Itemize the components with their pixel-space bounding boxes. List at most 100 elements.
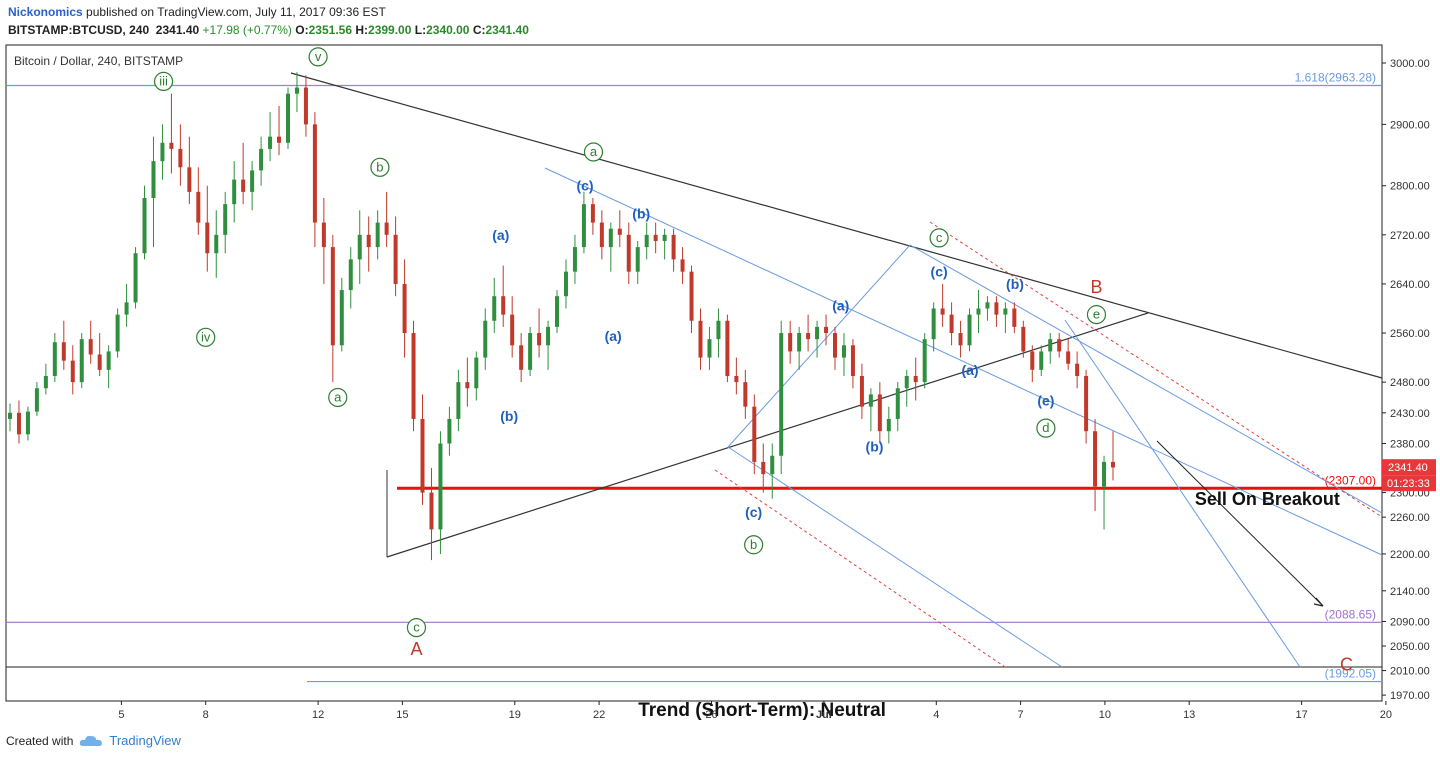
triangle-lower-line xyxy=(386,312,1149,558)
candle-body xyxy=(277,136,282,143)
x-tick-label: 17 xyxy=(1295,709,1307,721)
candle-body xyxy=(707,339,712,358)
tradingview-link[interactable]: TradingView xyxy=(79,733,181,748)
open-label: O: xyxy=(295,23,309,37)
wave-label: b xyxy=(750,537,757,552)
candle-body xyxy=(456,382,461,419)
candle-body xyxy=(1075,363,1080,376)
wave-label-circle xyxy=(1086,305,1107,325)
candle-body xyxy=(465,382,470,389)
candle-body xyxy=(8,412,12,419)
levels-layer: 1.618(2963.28) (2307.00) (2088.65) (1992.05… xyxy=(6,71,1382,683)
candle-body xyxy=(79,339,84,383)
candle-body xyxy=(653,234,658,241)
candle-body xyxy=(52,342,57,376)
breakout-arrow-head xyxy=(1313,597,1324,607)
x-tick-label: 15 xyxy=(396,709,408,721)
candle-body xyxy=(725,320,730,376)
candle-body xyxy=(671,234,676,260)
wave-labels-layer: iiiivvabcA(a)(b)a(c)(a)(b)(a)(c)b(b)c(c)… xyxy=(153,47,1353,721)
low-label: L: xyxy=(414,23,427,37)
high-value: 2399.00 xyxy=(368,23,412,37)
channel-connector xyxy=(727,244,911,448)
created-with-label: Created with xyxy=(6,733,74,748)
wave-label-circle xyxy=(328,387,348,408)
wave-label: (b) xyxy=(500,408,518,424)
candle-body xyxy=(680,259,685,272)
candle-body xyxy=(429,492,434,530)
y-tick-label: 2010.00 xyxy=(1390,666,1430,678)
wave-label: (c) xyxy=(576,178,593,194)
wave-label: b xyxy=(376,159,383,174)
level-label: (2088.65) xyxy=(1325,607,1376,621)
candle-body xyxy=(294,87,299,94)
candle-body xyxy=(285,93,290,143)
candle-body xyxy=(1003,308,1008,315)
candle-body xyxy=(761,461,766,475)
candle-body xyxy=(97,354,102,370)
candle-body xyxy=(151,161,156,199)
x-tick-label: 7 xyxy=(1018,709,1024,721)
time-axis[interactable]: 5 8 12 15 19 22 26 Jul 4 7 10 13 17 20 xyxy=(118,701,1392,721)
candle-body xyxy=(357,234,362,260)
chart-frame xyxy=(5,44,1383,702)
candle-body xyxy=(348,259,353,291)
candle-body xyxy=(241,179,246,192)
breakout-arrow-shaft xyxy=(1156,440,1324,607)
triangle-upper-line xyxy=(290,72,1383,379)
candle-body xyxy=(447,418,452,444)
candle-body xyxy=(590,204,595,223)
wave-label: (b) xyxy=(1006,276,1024,292)
wave-label: iv xyxy=(201,329,211,344)
candle-body xyxy=(303,87,308,125)
candle-body xyxy=(1021,326,1026,352)
candle-body xyxy=(124,302,129,315)
price-tag-box xyxy=(1382,459,1436,476)
author-link[interactable]: Nickonomics xyxy=(8,5,83,19)
candle-body xyxy=(850,345,855,376)
candle-body xyxy=(572,247,577,272)
candle-body xyxy=(223,204,228,235)
candle-body xyxy=(393,234,398,284)
candle-body xyxy=(312,124,317,223)
candle-body xyxy=(133,253,138,303)
y-tick-label: 2800.00 xyxy=(1390,181,1430,193)
y-tick-label: 2140.00 xyxy=(1390,586,1430,598)
candle-body xyxy=(1012,308,1017,327)
wave-label-circle xyxy=(370,157,390,177)
candle-body xyxy=(1111,461,1115,468)
candle-body xyxy=(868,394,873,407)
candle-body xyxy=(492,296,497,321)
wave-label: (b) xyxy=(866,439,884,455)
candle-body xyxy=(940,308,945,315)
candle-body xyxy=(752,406,757,462)
candle-body xyxy=(70,360,75,383)
candle-body xyxy=(895,388,900,419)
price-axis[interactable]: 3000.00 2900.00 2800.00 2720.00 2640.00 2560.… xyxy=(1382,58,1430,702)
channel-line-upper xyxy=(544,167,1383,556)
candle-body xyxy=(366,234,371,248)
wave-label: (e) xyxy=(1037,393,1054,409)
candle-body xyxy=(1048,339,1053,352)
x-tick-label: 10 xyxy=(1099,709,1111,721)
candle-body xyxy=(232,179,237,205)
wave-label-circle xyxy=(406,618,427,638)
candle-body xyxy=(1084,375,1089,432)
candle-body xyxy=(25,411,30,435)
wave-label: (c) xyxy=(931,264,948,280)
candle-body xyxy=(994,302,999,315)
candle-body xyxy=(43,375,48,389)
close-value: 2341.40 xyxy=(485,23,529,37)
chart-title: Bitcoin / Dollar, 240, BITSTAMP xyxy=(14,54,183,68)
candle-body xyxy=(106,351,111,370)
candle-body xyxy=(563,271,568,297)
candle-body xyxy=(483,320,488,358)
candle-body xyxy=(1057,339,1062,352)
candle-body xyxy=(797,333,802,352)
candle-body xyxy=(779,333,784,456)
level-label: 1.618(2963.28) xyxy=(1295,71,1376,85)
price-tag-value: 2341.40 xyxy=(1388,462,1428,474)
candle-body xyxy=(644,234,649,248)
candle-body xyxy=(474,357,479,389)
